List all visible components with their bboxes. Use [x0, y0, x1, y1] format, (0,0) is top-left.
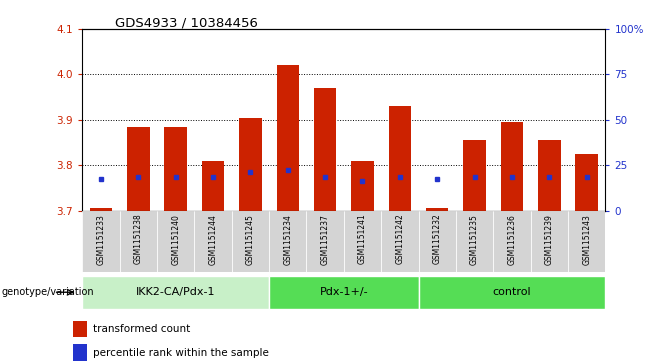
Bar [127, 127, 149, 211]
Bar [389, 106, 411, 211]
Bar [82, 276, 269, 309]
Text: GSM1151233: GSM1151233 [97, 213, 105, 265]
Bar [73, 321, 87, 337]
Text: percentile rank within the sample: percentile rank within the sample [93, 348, 268, 358]
Text: GSM1151235: GSM1151235 [470, 213, 479, 265]
Text: GSM1151234: GSM1151234 [283, 213, 292, 265]
Bar [343, 211, 381, 272]
Text: GSM1151244: GSM1151244 [209, 213, 218, 265]
Text: GSM1151243: GSM1151243 [582, 213, 591, 265]
Text: GSM1151236: GSM1151236 [507, 213, 517, 265]
Bar [120, 211, 157, 272]
Bar [381, 211, 418, 272]
Bar [164, 127, 187, 211]
Text: control: control [493, 287, 531, 297]
Text: Pdx-1+/-: Pdx-1+/- [320, 287, 368, 297]
Text: IKK2-CA/Pdx-1: IKK2-CA/Pdx-1 [136, 287, 215, 297]
Bar [89, 208, 112, 211]
Bar [418, 276, 605, 309]
Text: GSM1151237: GSM1151237 [320, 213, 330, 265]
Text: GSM1151240: GSM1151240 [171, 213, 180, 265]
Text: GSM1151241: GSM1151241 [358, 213, 367, 264]
Bar [501, 122, 523, 211]
Bar [269, 276, 418, 309]
Bar [269, 211, 307, 272]
Bar [202, 160, 224, 211]
Bar [276, 65, 299, 211]
Bar [82, 211, 120, 272]
Bar [307, 211, 344, 272]
Bar [194, 211, 232, 272]
Bar [418, 211, 456, 272]
Bar [351, 160, 374, 211]
Bar [240, 118, 262, 211]
Bar [314, 88, 336, 211]
Text: transformed count: transformed count [93, 324, 190, 334]
Bar [157, 211, 194, 272]
Bar [232, 211, 269, 272]
Text: GSM1151245: GSM1151245 [246, 213, 255, 265]
Bar [576, 154, 598, 211]
Text: GSM1151232: GSM1151232 [433, 213, 442, 264]
Text: GSM1151242: GSM1151242 [395, 213, 405, 264]
Bar [463, 140, 486, 211]
Bar [538, 140, 561, 211]
Bar [426, 208, 449, 211]
Bar [456, 211, 494, 272]
Bar [73, 344, 87, 361]
Bar [494, 211, 530, 272]
Bar [530, 211, 568, 272]
Bar [568, 211, 605, 272]
Text: GDS4933 / 10384456: GDS4933 / 10384456 [115, 16, 258, 29]
Text: genotype/variation: genotype/variation [1, 287, 94, 297]
Text: GSM1151238: GSM1151238 [134, 213, 143, 264]
Text: GSM1151239: GSM1151239 [545, 213, 554, 265]
